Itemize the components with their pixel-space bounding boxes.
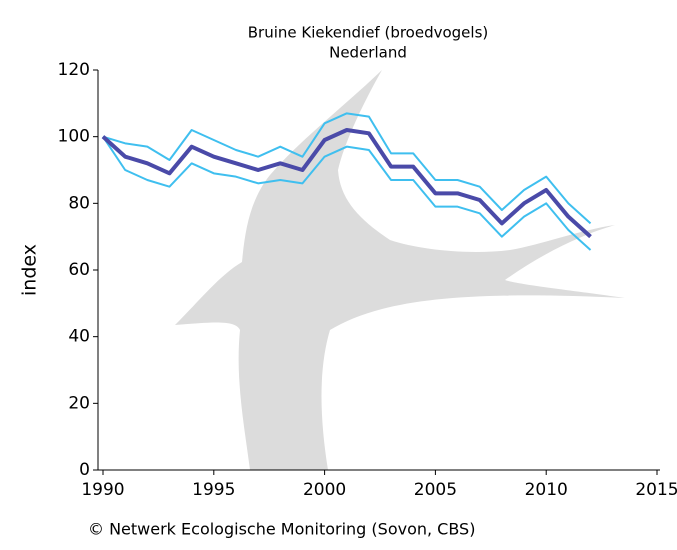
x-tick-label: 2015 xyxy=(635,480,677,500)
x-tick-label: 2005 xyxy=(414,480,457,500)
chart-title: Bruine Kiekendief (broedvogels) xyxy=(248,24,489,42)
y-tick-label: 80 xyxy=(68,193,90,213)
chart-subtitle: Nederland xyxy=(329,44,407,62)
x-tick-label: 1995 xyxy=(192,480,235,500)
bird-silhouette xyxy=(175,70,625,470)
footer: © Netwerk Ecologische Monitoring (Sovon,… xyxy=(88,520,475,539)
chart: Bruine Kiekendief (broedvogels) Nederlan… xyxy=(0,0,677,550)
y-tick-label: 40 xyxy=(68,327,90,347)
y-tick-label: 120 xyxy=(58,60,90,80)
y-tick-label: 60 xyxy=(68,260,90,280)
y-axis-label: index xyxy=(19,244,41,296)
x-tick-label: 2010 xyxy=(525,480,568,500)
y-tick-label: 100 xyxy=(58,127,90,147)
y-tick-label: 0 xyxy=(79,460,90,480)
x-tick-label: 1990 xyxy=(81,480,124,500)
x-tick-label: 2000 xyxy=(303,480,346,500)
y-tick-label: 20 xyxy=(68,393,90,413)
